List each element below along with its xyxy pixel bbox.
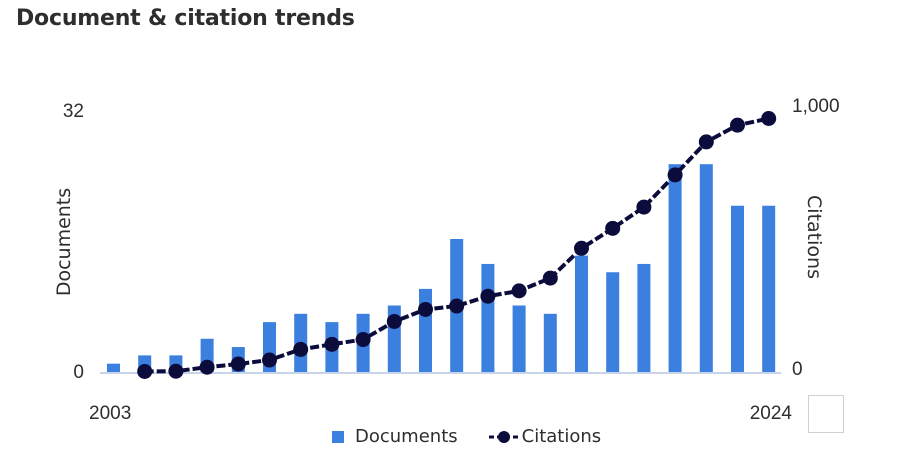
documents-bar-2023[interactable] bbox=[731, 205, 744, 372]
y-left-tick-label-min: 0 bbox=[73, 362, 84, 383]
line-marker-icon bbox=[488, 430, 519, 443]
y-right-tick-label-min: 0 bbox=[792, 359, 803, 380]
y-right-tick-label-max: 1,000 bbox=[792, 96, 840, 117]
legend-item-documents[interactable]: Documents bbox=[332, 426, 458, 447]
citations-point-2007[interactable] bbox=[230, 356, 246, 372]
citations-point-2009[interactable] bbox=[293, 341, 309, 357]
legend-label-citations: Citations bbox=[521, 426, 602, 447]
citations-point-2021[interactable] bbox=[667, 167, 683, 183]
documents-bars bbox=[107, 164, 776, 373]
documents-bar-2024[interactable] bbox=[762, 205, 776, 372]
y-left-axis-title: Documents bbox=[53, 188, 75, 296]
bar-swatch-icon bbox=[332, 430, 344, 443]
documents-bar-2013[interactable] bbox=[419, 288, 432, 372]
citations-point-2017[interactable] bbox=[542, 270, 558, 286]
chart-title: Document & citation trends bbox=[16, 6, 355, 31]
citations-line-series bbox=[137, 111, 777, 379]
citations-point-2016[interactable] bbox=[511, 283, 527, 299]
citations-point-2006[interactable] bbox=[199, 359, 215, 375]
documents-bar-2018[interactable] bbox=[575, 255, 588, 372]
citations-point-2013[interactable] bbox=[418, 301, 433, 317]
citations-point-2015[interactable] bbox=[480, 288, 496, 304]
documents-bar-2020[interactable] bbox=[637, 263, 651, 372]
export-button[interactable] bbox=[808, 395, 844, 433]
documents-bar-2022[interactable] bbox=[699, 164, 713, 372]
citations-point-2008[interactable] bbox=[262, 352, 277, 368]
legend-label-documents: Documents bbox=[355, 426, 458, 447]
citations-point-2010[interactable] bbox=[324, 336, 340, 352]
citations-point-2014[interactable] bbox=[449, 298, 465, 314]
chart-legend: Documents Citations bbox=[332, 426, 601, 447]
y-right-axis-title: Citations bbox=[803, 195, 825, 279]
documents-bar-2019[interactable] bbox=[606, 272, 620, 372]
citations-point-2012[interactable] bbox=[386, 313, 402, 329]
citations-point-2004[interactable] bbox=[137, 363, 153, 379]
documents-bar-2015[interactable] bbox=[481, 263, 495, 372]
x-tick-label-last: 2024 bbox=[750, 403, 793, 424]
citations-point-2023[interactable] bbox=[730, 117, 745, 133]
citations-point-2022[interactable] bbox=[698, 134, 714, 150]
x-tick-label-first: 2003 bbox=[89, 403, 131, 424]
citations-line bbox=[144, 116, 770, 374]
documents-bar-2021[interactable] bbox=[668, 164, 682, 372]
documents-bar-2017[interactable] bbox=[543, 313, 557, 372]
citations-point-2019[interactable] bbox=[605, 220, 621, 236]
citations-point-2011[interactable] bbox=[355, 332, 371, 348]
citations-point-2018[interactable] bbox=[574, 240, 589, 256]
citations-point-2005[interactable] bbox=[168, 363, 184, 379]
y-left-tick-label-max: 32 bbox=[63, 101, 84, 122]
documents-bar-2016[interactable] bbox=[512, 305, 526, 373]
documents-bar-2003[interactable] bbox=[107, 363, 120, 372]
legend-item-citations[interactable]: Citations bbox=[488, 426, 602, 447]
citations-point-2024[interactable] bbox=[761, 111, 777, 127]
citations-point-2020[interactable] bbox=[636, 199, 652, 215]
